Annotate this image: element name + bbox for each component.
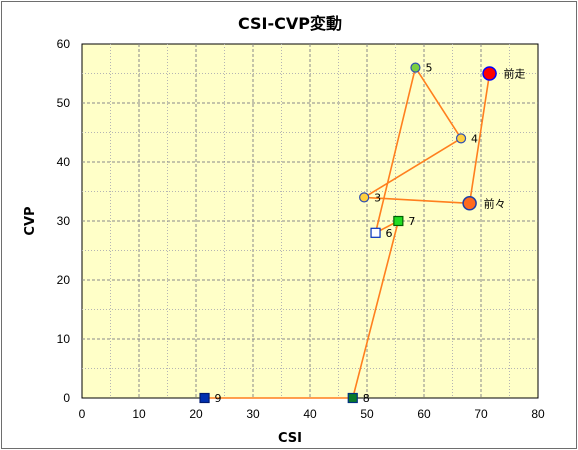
x-tick-label: 60 — [417, 407, 431, 421]
x-tick-label: 80 — [531, 407, 545, 421]
x-tick-label: 50 — [360, 407, 374, 421]
x-tick-label: 10 — [132, 407, 146, 421]
data-point — [455, 133, 467, 144]
data-point — [482, 66, 497, 81]
y-axis-title: CVP — [23, 206, 38, 235]
point-label: 7 — [408, 215, 415, 228]
y-tick-label: 30 — [57, 214, 71, 228]
y-tick-label: 50 — [57, 96, 71, 110]
point-label: 前走 — [504, 67, 526, 81]
chart-title: CSI-CVP変動 — [238, 14, 342, 33]
x-axis-title: CSI — [278, 431, 302, 446]
data-point — [462, 196, 477, 211]
point-label: 8 — [363, 392, 370, 405]
point-label: 前々 — [484, 196, 506, 210]
y-tick-label: 10 — [57, 332, 71, 346]
data-point — [410, 62, 421, 73]
y-tick-label: 60 — [57, 37, 71, 51]
data-point — [199, 392, 210, 404]
y-tick-labels: 0 10 20 30 40 50 60 — [57, 37, 71, 405]
data-point — [347, 392, 358, 404]
x-tick-labels: 0 10 20 30 40 50 60 70 80 — [79, 407, 545, 421]
data-point — [370, 227, 381, 238]
point-label: 9 — [215, 392, 222, 405]
data-point — [359, 192, 370, 203]
point-label: 4 — [471, 132, 478, 145]
x-tick-label: 70 — [474, 407, 488, 421]
point-label: 6 — [386, 227, 393, 240]
y-tick-label: 20 — [57, 273, 71, 287]
x-tick-label: 20 — [189, 407, 203, 421]
data-point — [393, 215, 404, 227]
y-tick-label: 0 — [63, 391, 70, 405]
point-label: 5 — [425, 62, 432, 75]
point-label: 3 — [374, 191, 381, 204]
x-tick-label: 40 — [303, 407, 317, 421]
x-tick-label: 0 — [79, 407, 86, 421]
x-tick-label: 30 — [246, 407, 260, 421]
y-tick-label: 40 — [57, 155, 71, 169]
